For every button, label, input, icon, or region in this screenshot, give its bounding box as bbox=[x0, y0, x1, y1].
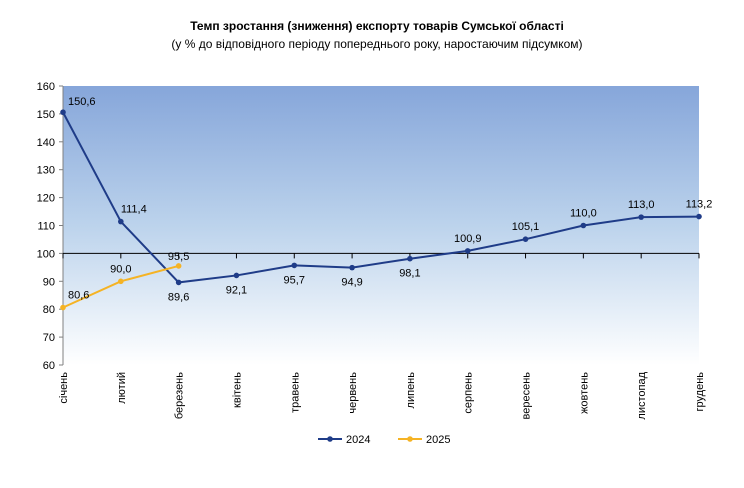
y-tick-label: 100 bbox=[37, 248, 55, 260]
series-line bbox=[62, 111, 700, 284]
legend-label: 2024 bbox=[346, 434, 370, 446]
y-tick-label: 60 bbox=[43, 360, 55, 372]
data-label: 92,1 bbox=[226, 284, 247, 296]
data-label: 98,1 bbox=[399, 268, 420, 280]
y-tick-label: 150 bbox=[37, 109, 55, 121]
data-label: 90,0 bbox=[110, 263, 131, 275]
data-point bbox=[407, 255, 413, 262]
plot-area bbox=[63, 86, 699, 365]
y-tick-label: 120 bbox=[37, 193, 55, 205]
data-point bbox=[118, 278, 124, 285]
data-point bbox=[60, 304, 66, 311]
data-label: 111,4 bbox=[121, 204, 147, 216]
x-tick-label: червень bbox=[347, 372, 359, 414]
data-point bbox=[522, 236, 529, 242]
data-point bbox=[580, 222, 587, 229]
data-point bbox=[233, 272, 240, 279]
data-label: 105,1 bbox=[512, 221, 540, 233]
legend-marker bbox=[407, 436, 413, 442]
x-tick-label: листопад bbox=[636, 371, 648, 419]
data-label: 150,6 bbox=[68, 96, 96, 108]
y-tick-label: 110 bbox=[37, 221, 55, 233]
data-label: 95,7 bbox=[284, 274, 305, 286]
x-tick-label: травень bbox=[289, 372, 301, 413]
data-label: 89,6 bbox=[168, 291, 189, 303]
data-label: 110,0 bbox=[570, 208, 597, 220]
x-tick-label: серпень bbox=[463, 372, 475, 414]
data-point bbox=[60, 109, 66, 116]
x-tick-label: грудень bbox=[694, 372, 706, 412]
y-tick-label: 140 bbox=[37, 137, 55, 149]
data-label: 113,0 bbox=[628, 199, 655, 211]
x-tick-label: вересень bbox=[521, 372, 533, 420]
y-tick-label: 130 bbox=[37, 165, 55, 177]
y-tick-label: 80 bbox=[43, 304, 55, 316]
data-point bbox=[175, 279, 182, 286]
x-tick-label: квітень bbox=[231, 372, 243, 408]
data-label: 94,9 bbox=[341, 277, 362, 289]
data-point bbox=[696, 213, 702, 220]
x-tick-label: жовтень bbox=[578, 372, 590, 414]
x-tick-label: липень bbox=[405, 372, 417, 409]
data-point bbox=[175, 263, 182, 269]
legend-marker bbox=[327, 436, 333, 442]
x-tick-label: березень bbox=[174, 372, 186, 419]
data-label: 100,9 bbox=[454, 233, 482, 245]
x-tick-label: лютий bbox=[116, 372, 128, 404]
data-label: 80,6 bbox=[68, 290, 89, 302]
y-tick-label: 160 bbox=[37, 81, 55, 93]
data-point bbox=[349, 264, 355, 271]
data-point bbox=[464, 248, 471, 254]
legend-label: 2025 bbox=[426, 434, 450, 446]
y-tick-label: 70 bbox=[43, 332, 55, 344]
data-point bbox=[118, 218, 124, 225]
data-point bbox=[291, 262, 298, 269]
data-label: 95,5 bbox=[168, 251, 189, 263]
chart-subtitle: (у % до відповідного періоду попередньог… bbox=[171, 37, 582, 51]
data-label: 113,2 bbox=[686, 199, 713, 211]
data-point bbox=[638, 214, 644, 220]
y-tick-label: 90 bbox=[43, 276, 55, 288]
chart-title: Темп зростання (зниження) експорту товар… bbox=[190, 19, 564, 33]
x-tick-label: січень bbox=[58, 372, 70, 404]
